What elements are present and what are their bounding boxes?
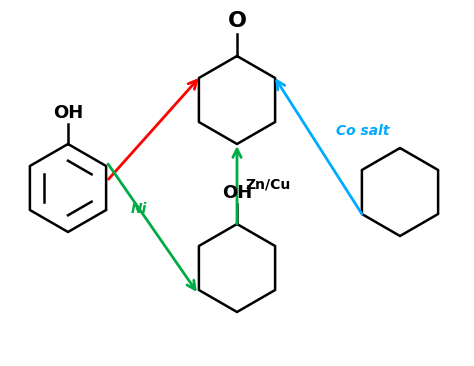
Text: Zn/Cu: Zn/Cu xyxy=(245,177,290,191)
Text: OH: OH xyxy=(53,104,83,122)
Text: O: O xyxy=(228,11,246,31)
Text: Ni: Ni xyxy=(131,202,147,216)
Text: Co salt: Co salt xyxy=(337,124,390,138)
Text: OH: OH xyxy=(222,184,252,202)
